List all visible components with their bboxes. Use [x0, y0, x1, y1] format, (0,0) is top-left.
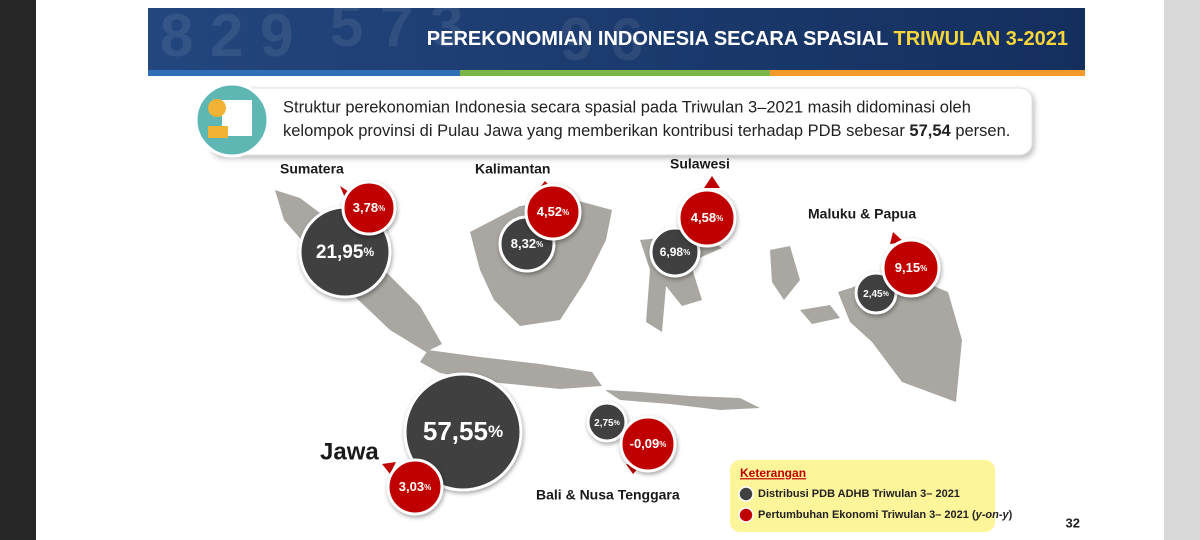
legend-swatch: [738, 507, 754, 523]
region-label: Bali & Nusa Tenggara: [536, 487, 680, 503]
distribution-bubble-label: 2,75%: [594, 418, 620, 429]
svg-text:9 6: 9 6: [560, 6, 643, 73]
distribution-bubble-label: 2,45%: [863, 289, 889, 300]
growth-bubble: [524, 183, 582, 241]
value: 4,52: [537, 204, 562, 219]
pointer: [704, 176, 720, 188]
value: 9,15: [895, 260, 920, 275]
unit: %: [424, 483, 431, 492]
summary-text: kelompok provinsi di Pulau Jawa yang mem…: [283, 122, 905, 140]
summary-highlight: 57,54: [909, 122, 951, 140]
strip: [148, 70, 460, 76]
island: [800, 305, 840, 324]
value: 3,03: [399, 479, 424, 494]
unit: %: [716, 214, 723, 223]
legend-swatch: [738, 486, 754, 502]
legend-box: [730, 460, 995, 532]
distribution-bubble: [649, 226, 701, 278]
unit: %: [536, 240, 543, 249]
strip: [460, 70, 770, 76]
value: 2,45: [863, 289, 883, 300]
unit: %: [659, 440, 666, 449]
growth-bubble: [386, 458, 444, 516]
value: 8,32: [511, 236, 536, 251]
icon-coins: [208, 126, 228, 138]
legend-text: Pertumbuhan Ekonomi Triwulan 3– 2021 (: [758, 509, 976, 521]
distribution-bubble: [403, 372, 523, 492]
island: [420, 350, 602, 389]
region-label: Sumatera: [280, 161, 344, 177]
header-banner: [148, 8, 1085, 70]
value: 57,55: [423, 416, 488, 446]
unit: %: [378, 204, 385, 213]
distribution-bubble: [586, 401, 628, 443]
distribution-bubble-label: 21,95%: [316, 242, 375, 263]
value: 21,95: [316, 242, 364, 263]
unit: %: [920, 264, 927, 273]
growth-bubble-label: 4,58%: [691, 210, 723, 225]
growth-bubble-label: -0,09%: [630, 436, 667, 451]
distribution-bubble-label: 6,98%: [660, 245, 690, 259]
pointer: [382, 462, 396, 474]
unit: %: [562, 208, 569, 217]
icon-coin: [208, 99, 226, 117]
legend-text: ): [1009, 509, 1013, 521]
title-highlight: TRIWULAN 3-2021: [894, 28, 1068, 50]
island: [605, 390, 760, 410]
summary-line: Struktur perekonomian Indonesia secara s…: [283, 98, 971, 116]
strip: [770, 70, 1085, 76]
growth-bubble: [677, 188, 737, 248]
unit: %: [363, 245, 374, 259]
distribution-bubble-label: 57,55%: [423, 416, 503, 446]
growth-bubble-label: 3,03%: [399, 479, 431, 494]
header-decoration: 8 2 9 5 7 3 9 6: [160, 0, 643, 73]
header-title: PEREKONOMIAN INDONESIA SECARA SPASIAL TR…: [427, 28, 1068, 50]
growth-bubble: [619, 415, 677, 473]
value: 4,58: [691, 210, 716, 225]
right-edge: [1164, 0, 1200, 540]
legend-label: Pertumbuhan Ekonomi Triwulan 3– 2021 (y-…: [758, 509, 1013, 521]
growth-bubble: [341, 180, 397, 236]
growth-bubble: [881, 238, 941, 298]
summary-text: persen.: [955, 122, 1010, 140]
legend-title: Keterangan: [740, 466, 806, 480]
unit: %: [883, 291, 890, 298]
legend-text: y-on-y: [975, 509, 1010, 521]
page-number: 32: [1066, 515, 1080, 530]
svg-text:8 2 9: 8 2 9: [160, 2, 293, 69]
left-edge: [0, 0, 36, 540]
legend-label: Distribusi PDB ADHB Triwulan 3– 2021: [758, 488, 960, 500]
title-main: PEREKONOMIAN INDONESIA SECARA SPASIAL: [427, 28, 888, 50]
svg-text:5 7 3: 5 7 3: [330, 0, 463, 59]
value: 3,78: [353, 200, 378, 215]
region-label: Sulawesi: [670, 156, 730, 172]
unit: %: [683, 248, 690, 257]
value: 2,75: [594, 418, 614, 429]
unit: %: [488, 422, 503, 441]
bubbles: Sumatera21,95%3,78%Kalimantan8,32%4,52%S…: [280, 156, 941, 516]
growth-bubble-label: 3,78%: [353, 200, 385, 215]
region-label: Jawa: [320, 438, 379, 465]
value: -0,09: [630, 436, 660, 451]
summary-line: kelompok provinsi di Pulau Jawa yang mem…: [283, 122, 1010, 140]
growth-bubble-label: 4,52%: [537, 204, 569, 219]
island: [770, 246, 800, 300]
unit: %: [614, 420, 621, 427]
region-label: Kalimantan: [475, 161, 550, 177]
growth-bubble-label: 9,15%: [895, 260, 927, 275]
distribution-bubble-label: 8,32%: [511, 236, 543, 251]
region-label: Maluku & Papua: [808, 206, 916, 222]
value: 6,98: [660, 245, 684, 259]
